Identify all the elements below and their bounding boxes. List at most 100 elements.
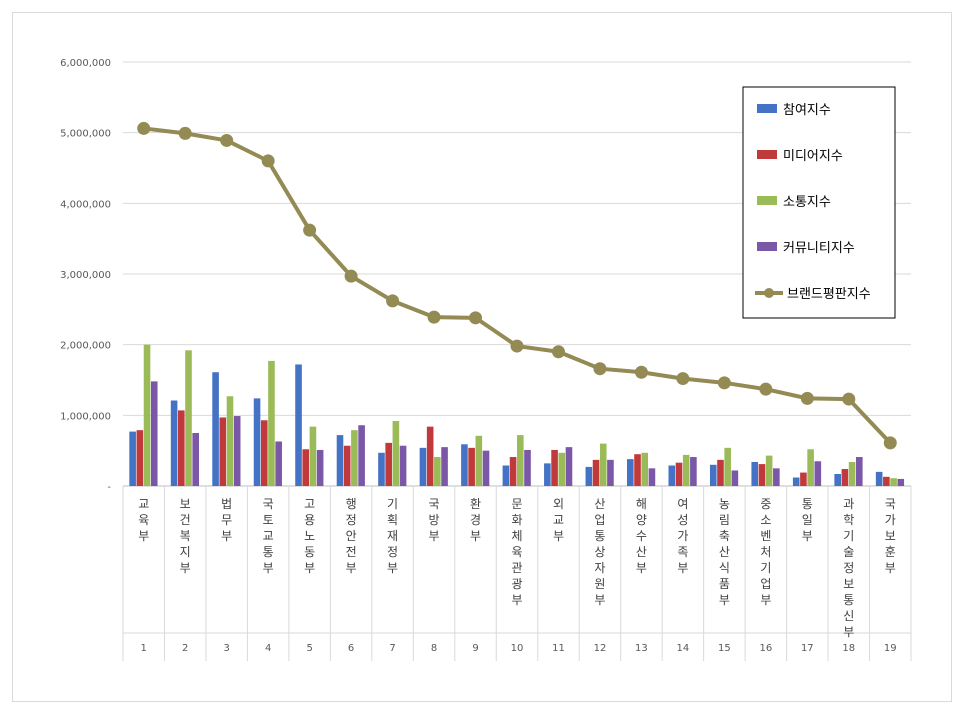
bar-미디어지수-6 xyxy=(343,445,351,486)
y-tick-label: 3,000,000 xyxy=(60,270,111,281)
bar-미디어지수-14 xyxy=(675,462,683,486)
y-tick-label: - xyxy=(107,482,111,493)
bar-소통지수-10 xyxy=(517,435,524,486)
bar-커뮤니티지수-19 xyxy=(897,478,905,486)
category-label-12: 상 xyxy=(594,545,605,559)
bar-미디어지수-1 xyxy=(136,430,144,486)
point-브랜드평판지수-17 xyxy=(800,391,814,405)
category-label-3: 법 xyxy=(221,497,232,511)
point-브랜드평판지수-15 xyxy=(717,376,731,390)
category-label-12: 업 xyxy=(594,513,605,527)
category-label-13: 부 xyxy=(636,561,647,575)
bar-커뮤니티지수-1 xyxy=(150,381,158,486)
rank-label: 9 xyxy=(472,643,478,654)
category-label-9: 환 xyxy=(470,497,481,511)
bar-소통지수-16 xyxy=(765,455,773,486)
category-label-7: 부 xyxy=(387,561,398,575)
category-label-18: 보 xyxy=(843,577,854,591)
rank-label: 8 xyxy=(431,643,437,654)
legend-label-커뮤니티지수: 커뮤니티지수 xyxy=(783,241,855,256)
category-label-5: 부 xyxy=(304,561,315,575)
category-label-6: 행 xyxy=(346,496,357,511)
bar-참여지수-6 xyxy=(336,435,344,486)
category-label-7: 기 xyxy=(387,497,398,511)
point-브랜드평판지수-8 xyxy=(427,310,441,324)
category-label-11: 부 xyxy=(553,529,564,543)
legend-label-미디어지수: 미디어지수 xyxy=(783,149,843,164)
category-label-19: 보 xyxy=(885,529,896,543)
rank-label: 19 xyxy=(884,643,897,654)
rank-label: 12 xyxy=(594,643,607,654)
bar-미디어지수-9 xyxy=(468,447,475,486)
category-label-7: 재 xyxy=(387,529,398,543)
rank-label: 18 xyxy=(842,643,855,654)
chart-svg: - 1,000,000 2,000,000 3,000,000 4,000,000 5,0… xyxy=(60,58,912,661)
rank-label: 11 xyxy=(552,643,565,654)
rank-label: 7 xyxy=(389,643,395,654)
bar-커뮤니티지수-5 xyxy=(316,449,324,486)
bar-참여지수-7 xyxy=(378,452,385,486)
bar-커뮤니티지수-17 xyxy=(814,461,822,486)
bar-소통지수-8 xyxy=(434,457,441,486)
category-label-15: 품 xyxy=(719,577,730,591)
category-label-3: 무 xyxy=(221,513,232,527)
category-label-10: 체 xyxy=(511,529,522,543)
category-label-8: 방 xyxy=(429,513,440,527)
point-브랜드평판지수-3 xyxy=(220,133,234,147)
bar-참여지수-4 xyxy=(253,398,261,486)
bar-참여지수-13 xyxy=(627,459,634,486)
category-label-11: 외 xyxy=(553,497,564,511)
category-label-4: 부 xyxy=(263,561,274,575)
rank-label: 16 xyxy=(759,643,772,654)
category-label-2: 부 xyxy=(180,561,191,575)
rank-label: 17 xyxy=(801,643,814,654)
bar-참여지수-19 xyxy=(875,471,883,486)
bar-소통지수-14 xyxy=(682,454,690,486)
category-label-5: 동 xyxy=(304,545,315,559)
point-브랜드평판지수-4 xyxy=(261,154,275,168)
legend-label-소통지수: 소통지수 xyxy=(783,195,831,210)
category-label-2: 건 xyxy=(180,513,191,527)
category-label-3: 부 xyxy=(221,529,232,543)
category-label-14: 여 xyxy=(677,497,688,511)
rank-label: 2 xyxy=(182,643,188,654)
category-label-18: 부 xyxy=(843,625,854,639)
bar-미디어지수-11 xyxy=(551,449,558,486)
legend-swatch-참여지수 xyxy=(757,104,777,113)
category-label-15: 농 xyxy=(719,497,730,511)
category-label-11: 교 xyxy=(553,513,564,527)
bar-소통지수-13 xyxy=(641,452,649,486)
bar-소통지수-15 xyxy=(724,447,731,486)
category-label-19: 훈 xyxy=(885,545,896,559)
rank-label: 15 xyxy=(718,643,731,654)
category-label-12: 원 xyxy=(594,577,605,591)
bar-미디어지수-4 xyxy=(260,420,268,486)
bar-참여지수-15 xyxy=(709,464,717,486)
bar-참여지수-17 xyxy=(792,477,800,486)
bar-참여지수-16 xyxy=(751,461,759,486)
category-label-10: 육 xyxy=(511,545,522,559)
category-label-18: 기 xyxy=(843,529,854,543)
bar-미디어지수-8 xyxy=(426,426,434,486)
bar-커뮤니티지수-4 xyxy=(275,441,282,486)
category-label-6: 전 xyxy=(346,545,357,559)
point-브랜드평판지수-2 xyxy=(178,126,192,140)
bar-참여지수-10 xyxy=(502,465,510,486)
bar-커뮤니티지수-3 xyxy=(233,416,241,486)
rank-label: 14 xyxy=(677,643,690,654)
category-label-16: 업 xyxy=(760,577,771,591)
bar-커뮤니티지수-10 xyxy=(524,449,531,486)
rank-label: 3 xyxy=(223,643,229,654)
point-브랜드평판지수-11 xyxy=(551,345,565,359)
legend-swatch-marker xyxy=(764,288,774,298)
category-label-6: 안 xyxy=(346,529,357,543)
category-label-10: 화 xyxy=(511,513,522,527)
legend-label-참여지수: 참여지수 xyxy=(783,103,831,118)
category-label-9: 부 xyxy=(470,529,481,543)
rank-label: 5 xyxy=(306,643,312,654)
bar-참여지수-18 xyxy=(834,473,841,486)
category-label-1: 육 xyxy=(138,513,149,527)
category-label-17: 일 xyxy=(802,513,813,527)
category-label-18: 정 xyxy=(843,561,854,575)
rank-label: 1 xyxy=(141,643,147,654)
